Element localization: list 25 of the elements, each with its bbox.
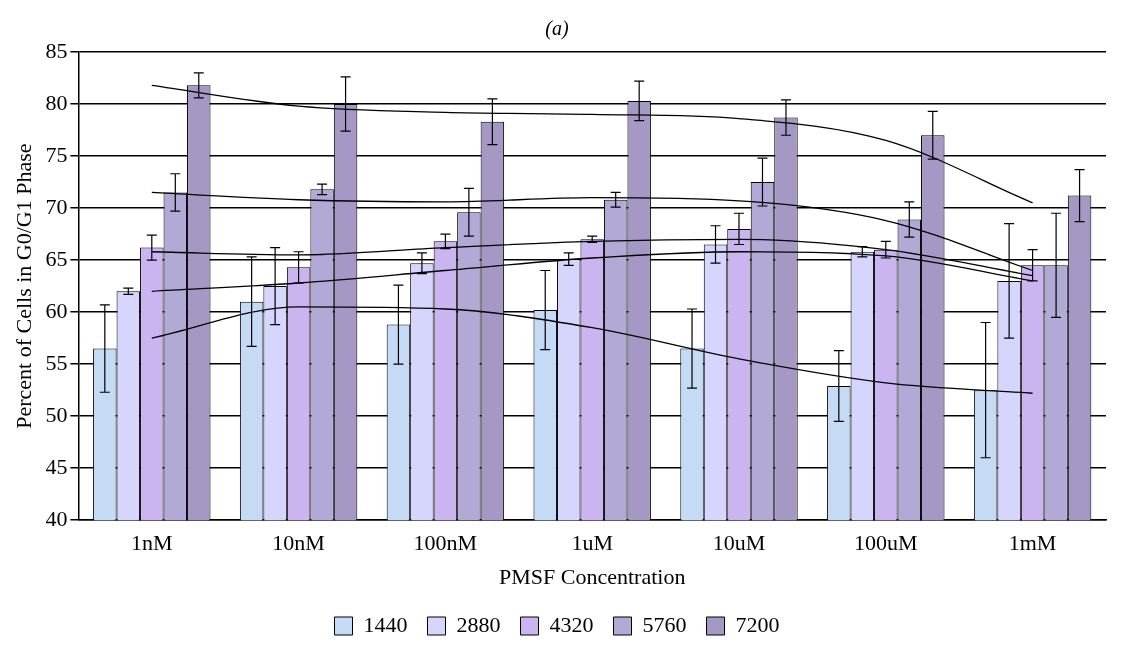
x-tick-label: 10nM (272, 530, 325, 556)
legend-label: 4320 (549, 611, 594, 637)
y-tick-label: 50 (45, 401, 68, 427)
x-tick-label: 1uM (571, 530, 613, 556)
x-tick-label: 100uM (854, 530, 918, 556)
legend-label: 5760 (642, 611, 687, 637)
y-tick-label: 65 (45, 245, 68, 271)
legend-label: 1440 (363, 611, 408, 637)
legend-label: 7200 (735, 611, 780, 637)
x-axis-title: PMSF Concentration (499, 563, 686, 589)
y-tick-label: 60 (45, 297, 68, 323)
y-tick-label: 40 (45, 505, 68, 531)
x-tick-label: 10uM (712, 530, 766, 556)
y-tick-label: 45 (45, 453, 68, 479)
y-tick-label: 80 (45, 89, 68, 115)
y-axis-title: Percent of Cells in G0/G1 Phase (10, 143, 36, 429)
x-tick-label: 1mM (1008, 530, 1057, 556)
legend-label: 2880 (456, 611, 501, 637)
y-tick-label: 75 (45, 141, 68, 167)
y-tick-label: 85 (45, 37, 68, 63)
chart-title: (a) (545, 17, 569, 41)
y-tick-label: 70 (45, 193, 68, 219)
x-tick-label: 100nM (413, 530, 478, 556)
y-tick-label: 55 (45, 349, 68, 375)
x-tick-label: 1nM (131, 530, 173, 556)
